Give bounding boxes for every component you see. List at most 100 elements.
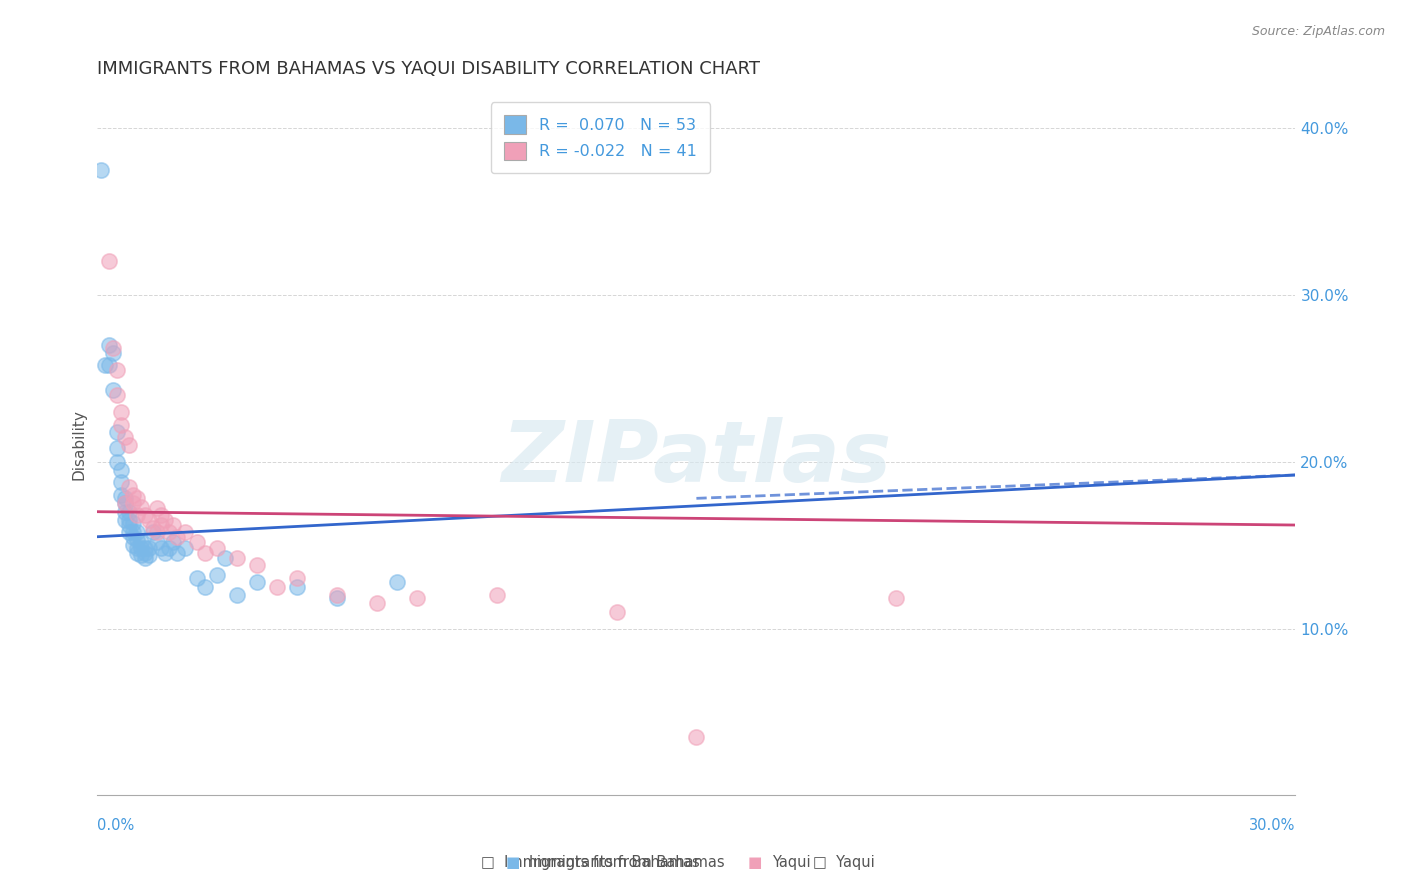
Point (118, 518, 141, 533)
Point (129, 548, 152, 562)
Point (150, 508, 173, 522)
Point (326, 588, 349, 602)
Point (105, 442, 128, 456)
Point (110, 417, 132, 432)
Point (205, 541, 228, 556)
Point (103, 346, 125, 360)
Text: □  Immigrants from Bahamas: □ Immigrants from Bahamas (481, 855, 700, 870)
Point (122, 530, 145, 544)
Point (142, 521, 165, 535)
Point (166, 546, 188, 560)
Point (110, 404, 132, 418)
Text: Yaqui: Yaqui (772, 855, 810, 870)
Point (138, 541, 160, 556)
Point (174, 524, 197, 539)
Point (226, 551, 249, 566)
Point (155, 513, 177, 527)
Point (114, 513, 136, 527)
Text: ■: ■ (748, 855, 762, 870)
Point (162, 518, 184, 533)
Point (127, 524, 149, 539)
Point (214, 551, 236, 566)
Point (98, 254, 121, 268)
Point (166, 530, 188, 544)
Point (385, 574, 408, 589)
Point (685, 730, 707, 744)
Point (103, 383, 125, 397)
Point (127, 508, 149, 522)
Text: ■: ■ (506, 855, 520, 870)
Text: 30.0%: 30.0% (1249, 818, 1295, 833)
Point (134, 541, 156, 556)
Point (134, 508, 156, 522)
Point (110, 463, 132, 477)
Point (98, 338, 121, 352)
Point (105, 455, 128, 469)
Point (105, 388, 128, 402)
Text: IMMIGRANTS FROM BAHAMAS VS YAQUI DISABILITY CORRELATION CHART: IMMIGRANTS FROM BAHAMAS VS YAQUI DISABIL… (97, 60, 761, 78)
Point (127, 491, 149, 506)
Point (129, 500, 152, 514)
Point (138, 548, 160, 562)
Point (285, 571, 308, 585)
Text: ZIPatlas: ZIPatlas (502, 417, 891, 500)
Point (884, 591, 907, 606)
Y-axis label: Disability: Disability (72, 409, 86, 481)
Point (94, 358, 117, 372)
Point (122, 488, 145, 502)
Point (118, 480, 141, 494)
Point (326, 591, 349, 606)
Point (405, 591, 427, 606)
Text: Immigrants from Bahamas: Immigrants from Bahamas (529, 855, 724, 870)
Point (110, 488, 132, 502)
Point (118, 438, 141, 452)
Point (186, 571, 208, 585)
Text: Source: ZipAtlas.com: Source: ZipAtlas.com (1251, 25, 1385, 38)
Point (142, 524, 165, 539)
Point (122, 496, 145, 510)
Point (129, 541, 152, 556)
Point (246, 558, 269, 573)
Point (127, 533, 149, 547)
Point (186, 534, 208, 549)
Text: □  Yaqui: □ Yaqui (813, 855, 875, 870)
Point (103, 341, 125, 355)
Point (150, 541, 173, 556)
Point (205, 568, 228, 582)
Point (146, 524, 169, 539)
Point (122, 538, 145, 552)
Point (157, 524, 180, 539)
Point (122, 516, 145, 531)
Point (134, 551, 156, 566)
Point (194, 580, 217, 594)
Point (114, 496, 136, 510)
Point (162, 534, 184, 549)
Point (122, 524, 145, 539)
Point (150, 518, 173, 533)
Point (157, 541, 180, 556)
Point (606, 605, 628, 619)
Point (90, 162, 112, 177)
Point (246, 574, 269, 589)
Point (114, 429, 136, 443)
Point (118, 505, 141, 519)
Point (194, 546, 217, 560)
Point (134, 546, 156, 560)
Point (110, 475, 132, 489)
Legend: R =  0.070   N = 53, R = -0.022   N = 41: R = 0.070 N = 53, R = -0.022 N = 41 (491, 103, 710, 173)
Point (127, 541, 149, 556)
Point (98, 358, 121, 372)
Point (114, 491, 136, 506)
Point (174, 541, 197, 556)
Point (146, 501, 169, 516)
Point (127, 546, 149, 560)
Point (105, 363, 128, 377)
Point (226, 588, 249, 602)
Point (118, 513, 141, 527)
Point (118, 524, 141, 539)
Point (114, 505, 136, 519)
Point (146, 534, 169, 549)
Point (105, 425, 128, 439)
Point (129, 534, 152, 549)
Point (155, 546, 177, 560)
